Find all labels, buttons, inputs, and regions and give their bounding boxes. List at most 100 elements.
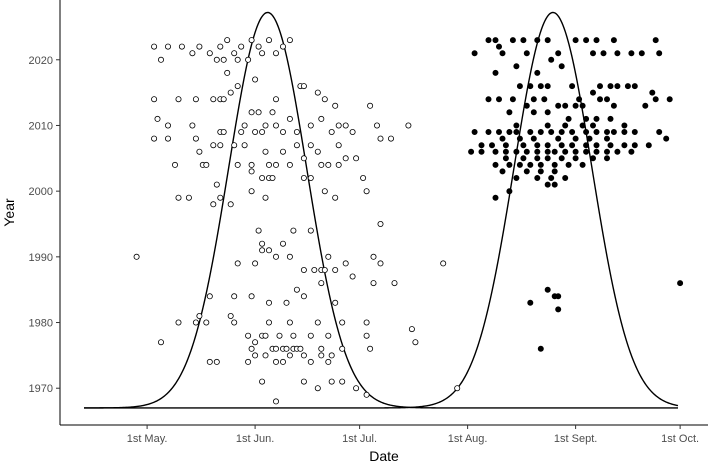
- filled-data-point: [607, 115, 614, 122]
- y-axis-ticks: 1970 1980 1990 2000 2010 2020: [29, 55, 60, 395]
- filled-data-point: [621, 128, 628, 135]
- filled-data-point: [513, 148, 520, 155]
- filled-data-point: [562, 174, 569, 181]
- open-data-point: [342, 122, 349, 129]
- filled-data-point: [590, 50, 597, 57]
- open-data-point: [248, 168, 255, 175]
- open-data-point: [255, 227, 262, 234]
- filled-data-point: [614, 50, 621, 57]
- open-data-point: [238, 128, 245, 135]
- open-data-point: [192, 96, 199, 103]
- open-data-point: [293, 286, 300, 293]
- x-tick-label: 1st Jul.: [342, 433, 377, 445]
- open-data-point: [224, 37, 231, 44]
- open-data-point: [342, 260, 349, 267]
- filled-data-point: [495, 43, 502, 50]
- open-data-point: [367, 345, 374, 352]
- filled-data-point: [562, 148, 569, 155]
- filled-data-point: [520, 142, 527, 149]
- filled-data-point: [569, 83, 576, 90]
- open-data-point: [321, 96, 328, 103]
- filled-data-point: [628, 148, 635, 155]
- open-data-point: [210, 142, 217, 149]
- x-tick-label: 1st Sept.: [554, 433, 597, 445]
- open-data-point: [262, 122, 269, 129]
- open-data-point: [217, 142, 224, 149]
- open-data-point: [307, 332, 314, 339]
- filled-data-point: [506, 109, 513, 116]
- axes: 1st May. 1st Jun. 1st Jul. 1st Aug. 1st Sept…: [29, 0, 708, 445]
- open-data-point: [252, 339, 259, 346]
- open-data-point: [272, 398, 279, 405]
- open-data-point: [259, 240, 266, 247]
- open-data-point: [377, 220, 384, 227]
- filled-data-point: [558, 128, 565, 135]
- open-data-point: [245, 56, 252, 63]
- open-data-point: [171, 161, 178, 168]
- open-data-point: [203, 161, 210, 168]
- open-data-point: [259, 50, 266, 57]
- filled-data-point: [551, 168, 558, 175]
- open-data-point: [279, 128, 286, 135]
- filled-data-point: [555, 50, 562, 57]
- filled-data-point: [495, 96, 502, 103]
- filled-data-point: [579, 102, 586, 109]
- filled-data-point: [551, 161, 558, 168]
- filled-data-point: [530, 135, 537, 142]
- filled-data-point: [520, 155, 527, 162]
- open-data-point: [286, 37, 293, 44]
- filled-data-point: [527, 299, 534, 306]
- filled-data-point: [576, 96, 583, 103]
- open-data-point: [259, 247, 266, 254]
- filled-data-point: [492, 69, 499, 76]
- filled-data-point: [558, 63, 565, 70]
- open-data-point: [206, 50, 213, 57]
- open-data-point: [224, 69, 231, 76]
- filled-data-point: [499, 50, 506, 57]
- filled-data-point: [569, 142, 576, 149]
- open-data-point: [203, 319, 210, 326]
- x-axis-title: Date: [369, 448, 399, 464]
- filled-data-point: [607, 83, 614, 90]
- open-data-point: [248, 188, 255, 195]
- filled-data-point: [492, 148, 499, 155]
- open-data-point: [339, 345, 346, 352]
- filled-data-point: [642, 102, 649, 109]
- open-data-point: [245, 358, 252, 365]
- open-data-point: [196, 148, 203, 155]
- filled-data-point: [593, 37, 600, 44]
- open-data-point: [297, 345, 304, 352]
- filled-data-point: [597, 96, 604, 103]
- open-data-point: [234, 56, 241, 63]
- open-data-point: [314, 89, 321, 96]
- x-axis-ticks: 1st May. 1st Jun. 1st Jul. 1st Aug. 1st Sept…: [127, 425, 699, 445]
- filled-data-point: [534, 37, 541, 44]
- filled-data-point: [551, 181, 558, 188]
- open-data-point: [405, 122, 412, 129]
- filled-data-point: [610, 102, 617, 109]
- open-data-point: [164, 135, 171, 142]
- filled-data-point: [485, 128, 492, 135]
- open-data-point: [164, 43, 171, 50]
- density-curve: [83, 11, 678, 409]
- open-data-point: [259, 174, 266, 181]
- open-data-point: [318, 161, 325, 168]
- open-data-point: [262, 194, 269, 201]
- filled-data-point: [516, 83, 523, 90]
- filled-data-point: [499, 135, 506, 142]
- filled-data-point: [534, 155, 541, 162]
- open-data-point: [387, 135, 394, 142]
- open-data-point: [314, 148, 321, 155]
- filled-data-point: [537, 161, 544, 168]
- filled-data-point: [565, 161, 572, 168]
- open-data-point: [206, 358, 213, 365]
- filled-data-point: [583, 148, 590, 155]
- filled-data-point: [544, 142, 551, 149]
- filled-data-point: [600, 50, 607, 57]
- filled-data-point: [544, 83, 551, 90]
- open-data-point: [332, 299, 339, 306]
- open-data-point: [151, 135, 158, 142]
- filled-data-point: [523, 50, 530, 57]
- filled-data-point: [621, 122, 628, 129]
- open-data-point: [175, 96, 182, 103]
